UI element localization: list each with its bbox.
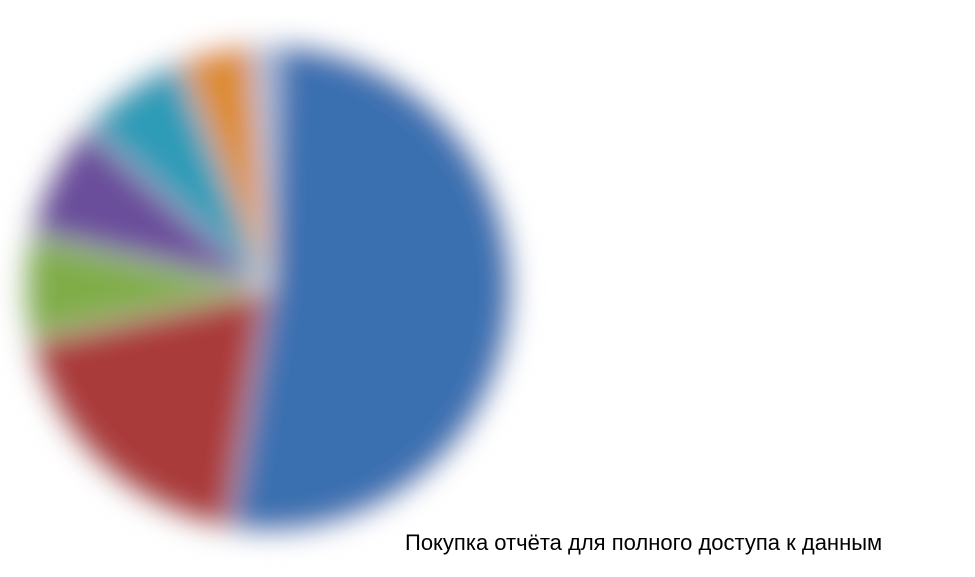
pie-chart — [0, 1, 555, 575]
caption-text: Покупка отчёта для полного доступа к дан… — [405, 530, 882, 556]
chart-stage: Покупка отчёта для полного доступа к дан… — [0, 0, 975, 577]
